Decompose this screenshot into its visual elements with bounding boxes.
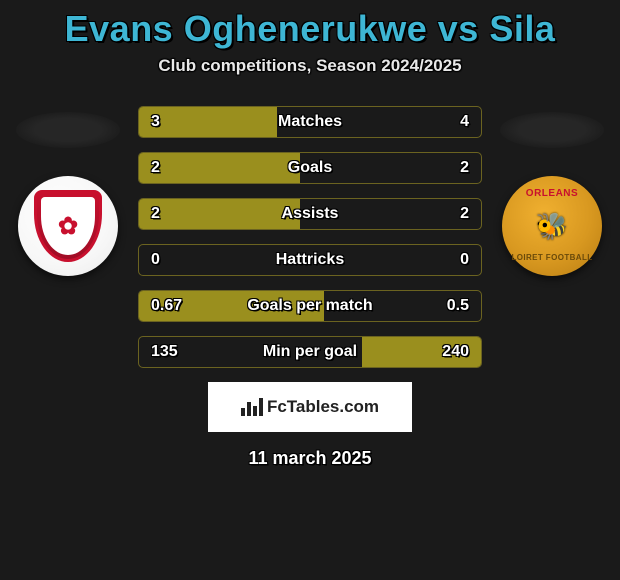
stat-label: Goals (139, 159, 481, 177)
stat-row-text: 0Hattricks0 (139, 245, 481, 275)
comparison-card: Evans Oghenerukwe vs Sila Club competiti… (0, 0, 620, 469)
date-label: 11 march 2025 (0, 448, 620, 469)
fctables-label: FcTables.com (267, 397, 379, 417)
left-team-column: ✿ (16, 106, 120, 276)
stat-row-text: 135Min per goal240 (139, 337, 481, 367)
subtitle: Club competitions, Season 2024/2025 (0, 56, 620, 76)
stat-right-value: 240 (442, 343, 469, 361)
stat-row: 2Assists2 (138, 198, 482, 230)
right-team-column: ORLEANS 🐝 LOIRET FOOTBALL (500, 106, 604, 276)
stat-row-text: 2Goals2 (139, 153, 481, 183)
stat-row-text: 0.67Goals per match0.5 (139, 291, 481, 321)
stat-left-value: 0.67 (151, 297, 182, 315)
stat-label: Hattricks (139, 251, 481, 269)
stat-label: Assists (139, 205, 481, 223)
stat-left-value: 3 (151, 113, 160, 131)
bar-chart-icon (241, 398, 263, 416)
stat-left-value: 2 (151, 159, 160, 177)
stat-right-value: 2 (460, 205, 469, 223)
stat-label: Matches (139, 113, 481, 131)
stat-label: Min per goal (139, 343, 481, 361)
shield-icon: ✿ (34, 190, 102, 262)
right-badge-subtitle: LOIRET FOOTBALL (502, 253, 602, 262)
stat-row: 0Hattricks0 (138, 244, 482, 276)
stats-list: 3Matches42Goals22Assists20Hattricks00.67… (138, 106, 482, 368)
thistle-icon: ✿ (58, 212, 78, 241)
main-row: ✿ 3Matches42Goals22Assists20Hattricks00.… (0, 106, 620, 368)
stat-row: 0.67Goals per match0.5 (138, 290, 482, 322)
stat-row: 3Matches4 (138, 106, 482, 138)
stat-left-value: 0 (151, 251, 160, 269)
stat-right-value: 0 (460, 251, 469, 269)
shadow-ellipse-left (16, 112, 120, 148)
stat-row: 135Min per goal240 (138, 336, 482, 368)
stat-label: Goals per match (139, 297, 481, 315)
shadow-ellipse-right (500, 112, 604, 148)
left-team-badge: ✿ (18, 176, 118, 276)
stat-right-value: 2 (460, 159, 469, 177)
stat-right-value: 0.5 (447, 297, 469, 315)
wasp-icon: 🐝 (536, 211, 568, 242)
stat-row-text: 3Matches4 (139, 107, 481, 137)
stat-left-value: 135 (151, 343, 178, 361)
stat-row: 2Goals2 (138, 152, 482, 184)
right-badge-title: ORLEANS (502, 188, 602, 199)
stat-left-value: 2 (151, 205, 160, 223)
page-title: Evans Oghenerukwe vs Sila (0, 8, 620, 50)
stat-right-value: 4 (460, 113, 469, 131)
fctables-watermark: FcTables.com (208, 382, 412, 432)
right-team-badge: ORLEANS 🐝 LOIRET FOOTBALL (502, 176, 602, 276)
stat-row-text: 2Assists2 (139, 199, 481, 229)
